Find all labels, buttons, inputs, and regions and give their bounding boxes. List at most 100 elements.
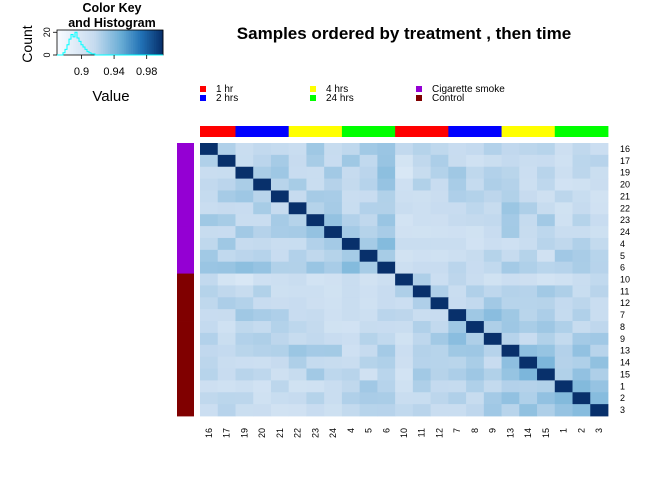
- heatmap-cell: [537, 344, 556, 358]
- time-bar-cell: [288, 126, 307, 137]
- heatmap-cell: [412, 166, 432, 180]
- column-label: 20: [257, 428, 267, 438]
- column-label: 19: [239, 428, 249, 438]
- heatmap-cell: [288, 154, 307, 168]
- heatmap-cell: [519, 237, 538, 251]
- treatment-bar-cell: [177, 214, 194, 227]
- row-label: 12: [620, 298, 630, 308]
- heatmap-cell: [235, 154, 254, 168]
- heatmap-cell: [359, 321, 378, 334]
- heatmap-cell: [235, 368, 254, 381]
- heatmap-cell: [235, 214, 254, 227]
- heatmap-cell: [501, 332, 520, 346]
- heatmap-cell: [412, 285, 432, 298]
- heatmap-cell: [537, 190, 556, 203]
- heatmap-cell: [306, 380, 325, 393]
- heatmap-cell: [537, 380, 556, 393]
- heatmap-cell: [395, 368, 414, 381]
- heatmap-cell: [324, 285, 343, 298]
- heatmap-cell: [235, 392, 254, 405]
- heatmap-cell: [519, 344, 538, 358]
- heatmap-cell: [501, 214, 520, 227]
- color-key-gradient: [155, 30, 159, 55]
- column-label: 12: [434, 428, 444, 438]
- color-key-gradient: [140, 30, 143, 55]
- heatmap-cell: [537, 143, 556, 156]
- color-key-gradient: [129, 30, 132, 55]
- heatmap-cell: [253, 226, 272, 239]
- color-key-gradient: [106, 30, 109, 55]
- column-label: 24: [328, 428, 338, 438]
- heatmap-cell: [235, 321, 254, 334]
- heatmap-cell: [572, 237, 591, 251]
- color-key-gradient: [118, 30, 121, 55]
- time-color-bar: [200, 126, 609, 137]
- heatmap-cell: [324, 392, 343, 405]
- heatmap-cell: [501, 273, 520, 286]
- legend-label: 2 hrs: [216, 93, 238, 104]
- heatmap-cell: [537, 392, 556, 405]
- heatmap-cell: [466, 261, 485, 274]
- heatmap-cell: [200, 380, 219, 393]
- color-key-gradient: [134, 30, 137, 55]
- heatmap-cell: [590, 380, 609, 393]
- heatmap-cell: [448, 356, 467, 369]
- color-key-gradient: [81, 30, 84, 55]
- heatmap-cell: [501, 237, 520, 251]
- column-label: 1: [559, 428, 569, 433]
- heatmap-cell: [537, 273, 556, 286]
- heatmap-cell: [377, 178, 396, 191]
- heatmap-cell: [554, 261, 573, 274]
- heatmap-cell: [324, 214, 343, 227]
- heatmap-cell: [430, 356, 449, 369]
- column-label: 4: [346, 428, 356, 433]
- heatmap-cell: [519, 154, 538, 168]
- heatmap-cell: [466, 249, 485, 263]
- heatmap-cell: [430, 237, 449, 251]
- heatmap-cell: [341, 249, 361, 263]
- color-key-gradient: [143, 30, 146, 55]
- heatmap-cell: [288, 404, 307, 417]
- heatmap-cell: [288, 166, 307, 180]
- heatmap-cell: [590, 368, 609, 381]
- heatmap-cell: [217, 321, 236, 334]
- heatmap-cell: [395, 321, 414, 334]
- heatmap-cell: [448, 380, 467, 393]
- heatmap-cell: [270, 332, 290, 346]
- treatment-bar-cell: [177, 356, 194, 369]
- treatment-bar-cell: [177, 332, 194, 346]
- heatmap-cell: [270, 392, 290, 405]
- heatmap-cell: [448, 226, 467, 239]
- heatmap-cell: [200, 249, 219, 263]
- color-key-gradient: [95, 30, 99, 55]
- heatmap-cell: [430, 143, 449, 156]
- heatmap-cell: [377, 404, 396, 417]
- heatmap-cell: [412, 154, 432, 168]
- time-bar-cell: [341, 126, 361, 137]
- treatment-bar-cell: [177, 190, 194, 203]
- heatmap-cell: [200, 202, 219, 215]
- row-label: 23: [620, 215, 630, 225]
- heatmap-cell: [501, 380, 520, 393]
- heatmap-cell: [501, 202, 520, 215]
- heatmap-cell: [377, 166, 396, 180]
- heatmap-cell: [217, 285, 236, 298]
- color-key-gradient: [60, 30, 63, 55]
- heatmap-cell: [554, 321, 573, 334]
- heatmap-cell: [466, 332, 485, 346]
- heatmap-cell: [324, 226, 343, 239]
- heatmap-cell: [306, 249, 325, 263]
- heatmap-cell: [253, 249, 272, 263]
- heatmap-cell: [288, 309, 307, 322]
- heatmap-cell: [253, 356, 272, 369]
- heatmap-cell: [537, 261, 556, 274]
- heatmap-cell: [324, 380, 343, 393]
- heatmap-cell: [306, 154, 325, 168]
- heatmap-cell: [288, 226, 307, 239]
- heatmap-cell: [324, 143, 343, 156]
- heatmap-cell: [217, 356, 236, 369]
- heatmap-cell: [217, 368, 236, 381]
- heatmap-cell: [537, 321, 556, 334]
- time-bar-cell: [448, 126, 467, 137]
- heatmap-cell: [395, 332, 414, 346]
